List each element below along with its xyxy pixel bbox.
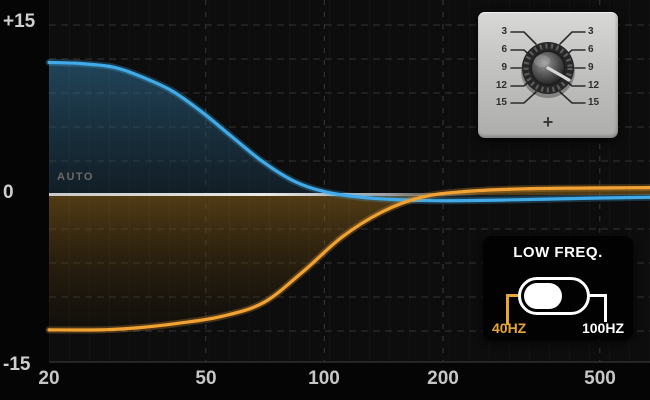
- eq-curve-low-shelf: [47, 60, 650, 203]
- auto-label: AUTO: [57, 171, 94, 183]
- orange-curve-fill: [49, 187, 650, 331]
- freq-tick-50: 50: [195, 368, 217, 389]
- knob-pointer-icon: [546, 66, 571, 82]
- low-freq-panel: LOW FREQ. 40HZ 100HZ: [483, 236, 633, 340]
- knob-scale-left-12: 12: [495, 80, 507, 91]
- plus-icon: +: [542, 112, 554, 132]
- gain-tick-plus15: +15: [3, 11, 36, 32]
- gain-knob-panel: 3 6 9 12 15 3 6 9 12 15 +: [478, 12, 618, 138]
- blue-curve-fill: [49, 62, 650, 201]
- low-freq-title: LOW FREQ.: [513, 244, 603, 261]
- knob-scale-left-6: 6: [501, 44, 507, 55]
- knob-scale-left-9: 9: [501, 62, 507, 73]
- knob-scale-right-12: 12: [588, 80, 600, 91]
- knob-scale-left-15: 15: [495, 97, 507, 108]
- toggle-knob[interactable]: [524, 283, 562, 309]
- knob-scale-right-3: 3: [588, 26, 594, 37]
- knob-scale-right-9: 9: [588, 62, 594, 73]
- bracket-40hz-icon: [506, 294, 522, 325]
- freq-tick-500: 500: [584, 368, 616, 389]
- gain-tick-zero: 0: [3, 182, 14, 203]
- knob-scale-left-3: 3: [501, 26, 507, 37]
- knob-scale-right-6: 6: [588, 44, 594, 55]
- knob-knurl-ring: [523, 43, 573, 93]
- eq-curve-low-cut: [47, 186, 650, 332]
- bracket-100hz-icon: [589, 294, 607, 322]
- gain-knob-graphics: [510, 31, 586, 104]
- knob-scale-right-15: 15: [588, 97, 600, 108]
- freq-tick-200: 200: [427, 368, 459, 389]
- gain-knob[interactable]: [521, 42, 575, 98]
- low-freq-toggle[interactable]: [518, 277, 590, 315]
- option-40hz[interactable]: 40HZ: [492, 320, 527, 336]
- gain-tick-minus15: -15: [3, 354, 31, 375]
- freq-tick-100: 100: [308, 368, 340, 389]
- option-100hz[interactable]: 100HZ: [581, 320, 624, 336]
- freq-tick-20: 20: [38, 368, 60, 389]
